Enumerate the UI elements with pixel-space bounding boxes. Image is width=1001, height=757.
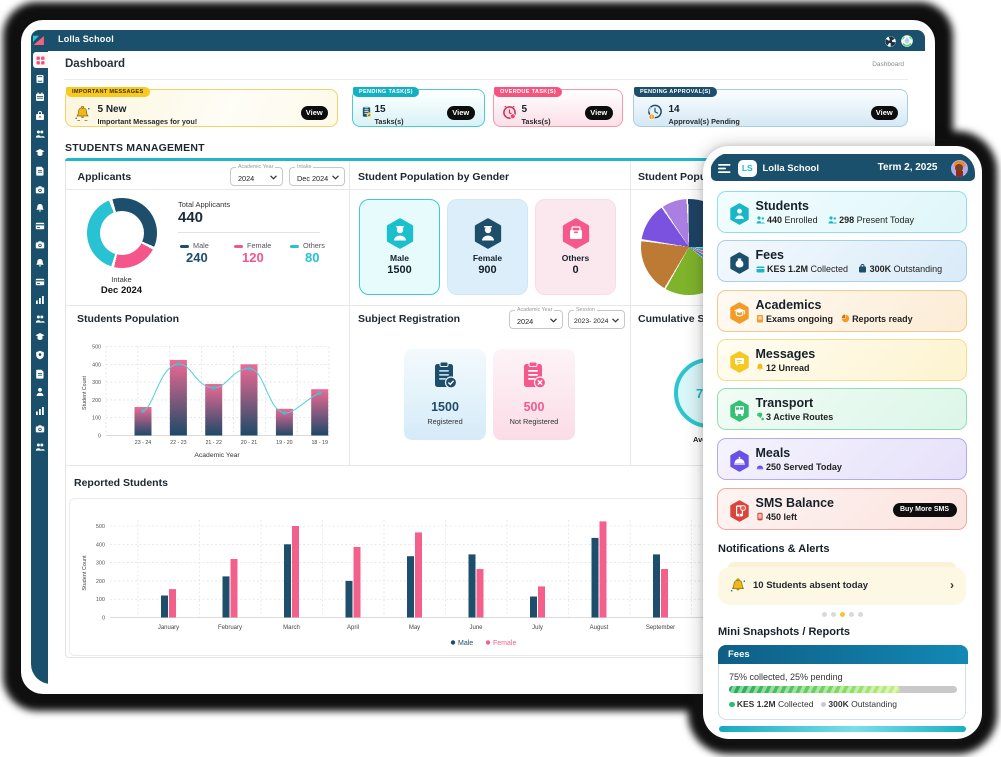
svg-text:Student Count: Student Count <box>82 376 88 410</box>
svg-text:400: 400 <box>92 362 101 368</box>
svg-text:August: August <box>590 625 609 631</box>
svg-text:300: 300 <box>92 380 101 386</box>
svg-text:Student Count: Student Count <box>82 555 88 591</box>
svg-text:18 - 19: 18 - 19 <box>311 440 328 446</box>
svg-text:June: June <box>469 625 483 631</box>
svg-text:22 - 23: 22 - 23 <box>170 440 187 446</box>
svg-text:0: 0 <box>98 434 101 440</box>
svg-text:400: 400 <box>96 542 105 548</box>
svg-text:April: April <box>347 625 359 631</box>
svg-text:100: 100 <box>96 597 105 603</box>
svg-text:100: 100 <box>92 416 101 422</box>
svg-text:September: September <box>646 625 675 631</box>
svg-text:0: 0 <box>102 616 105 622</box>
svg-text:21 - 22: 21 - 22 <box>205 440 222 446</box>
svg-text:May: May <box>409 625 420 631</box>
svg-text:Academic Year: Academic Year <box>194 452 240 459</box>
svg-text:500: 500 <box>96 524 105 530</box>
svg-text:February: February <box>218 625 242 631</box>
svg-text:19 - 20: 19 - 20 <box>276 440 293 446</box>
svg-text:23 - 24: 23 - 24 <box>135 440 152 446</box>
svg-text:300: 300 <box>96 561 105 567</box>
svg-text:200: 200 <box>96 579 105 585</box>
svg-text:Female: Female <box>493 640 516 647</box>
svg-text:20 - 21: 20 - 21 <box>241 440 258 446</box>
svg-text:January: January <box>158 625 179 631</box>
svg-text:500: 500 <box>92 345 101 351</box>
svg-text:March: March <box>283 625 300 631</box>
svg-text:Male: Male <box>458 640 473 647</box>
svg-text:July: July <box>532 625 543 631</box>
svg-text:200: 200 <box>92 398 101 404</box>
